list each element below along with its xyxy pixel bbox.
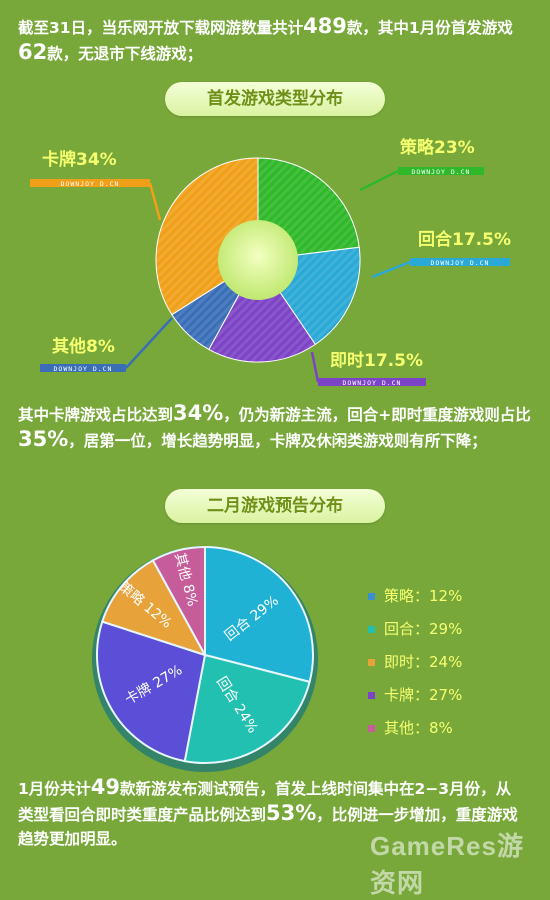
chart1-label-策略: 策略23%	[400, 137, 475, 158]
middle-paragraph: 其中卡牌游戏占比达到34%，仍为新游主流，回合+即时重度游戏则占比 35%，居第一…	[18, 401, 538, 453]
chart2-legend-swatch-4	[368, 725, 375, 732]
watermark: GameRes游资网	[370, 831, 524, 898]
chart1-connector-回合	[371, 260, 411, 279]
chart2-slice-4	[151, 545, 206, 656]
intro-text-pre: 截至31日，当乐网开放下载网游数量共计	[18, 19, 304, 37]
closing-paragraph: 1月份共计49款新游发布测试预告，首发上线时间集中在2−3月份，从类型看回合即时…	[18, 775, 518, 851]
closing-num-ratio: 53%	[266, 801, 317, 825]
intro-num-first: 62	[18, 40, 48, 64]
chart2-slice-2	[96, 620, 207, 763]
closing-text-mid: 款新游发布测试预告，首发上线时间集中在2−3月份，从类型看回合即时类重度产品比例…	[18, 780, 512, 824]
chart1-connector-其他	[125, 317, 173, 369]
intro-num-total: 489	[303, 14, 347, 38]
chart1-connector-策略	[359, 169, 399, 192]
closing-num-new: 49	[90, 775, 121, 799]
chart1-tag-卡牌: DOWNJOY D.CN	[61, 180, 120, 188]
chart1-label-即时: 即时17.5%	[330, 351, 423, 371]
chart1-tagbar-策略	[398, 167, 484, 175]
section1-title: 首发游戏类型分布	[165, 82, 385, 116]
chart2-slice-0	[204, 545, 314, 684]
chart1-tag-其他: DOWNJOY D.CN	[54, 365, 113, 373]
chart1-tagbar-卡牌	[30, 179, 150, 187]
chart1-connector-即时	[310, 351, 320, 383]
middle-text-mid: ，仍为新游主流，回合+即时重度游戏则占比	[223, 406, 531, 424]
chart2-legend-label-3: 卡牌：27%	[384, 686, 462, 704]
chart2-legend-label-4: 其他：8%	[384, 719, 453, 737]
chart1-label-卡牌: 卡牌34%	[42, 149, 117, 170]
chart1-tag-回合: DOWNJOY D.CN	[431, 259, 490, 267]
intro-text-mid: 款，其中1月份首发游戏	[346, 19, 513, 37]
middle-num-heavy: 35%	[18, 427, 69, 451]
chart2-legend-swatch-0	[368, 593, 375, 600]
chart1-label-其他: 其他8%	[52, 336, 115, 357]
chart2-slice-3	[101, 559, 208, 657]
middle-num-card: 34%	[173, 401, 224, 425]
chart2-legend-swatch-2	[368, 659, 375, 666]
chart1-tagbar-即时	[318, 378, 426, 386]
chart1-label-回合: 回合17.5%	[418, 229, 511, 250]
chart1-tag-策略: DOWNJOY D.CN	[412, 168, 471, 176]
section2-title: 二月游戏预告分布	[165, 489, 385, 523]
chart1-pie: DOWNJOY D.CN 策略23% DOWNJOY D.CN 回合17.5% DOWN…	[30, 137, 511, 387]
closing-text-post: ，比例进一步增加，重度游戏趋势更加明显。	[18, 806, 518, 848]
chart1-connector-卡牌	[148, 182, 162, 221]
chart1-tag-即时: DOWNJOY D.CN	[343, 379, 402, 387]
intro-paragraph: 截至31日，当乐网开放下载网游数量共计489款，其中1月份首发游戏 62款，无退市…	[18, 14, 538, 66]
chart2-legend-label-2: 即时：24%	[384, 653, 462, 671]
chart2-legend-swatch-1	[368, 626, 375, 633]
chart2-slice-1	[183, 653, 311, 764]
middle-text-post: ，居第一位，增长趋势明显，卡牌及休闲类游戏则有所下降；	[68, 432, 487, 450]
intro-text-post: 款，无退市下线游戏；	[47, 45, 203, 63]
chart2-legend-swatch-3	[368, 692, 375, 699]
chart1-donut-hole	[218, 220, 298, 300]
middle-text-pre: 其中卡牌游戏占比达到	[18, 406, 174, 424]
chart1-tagbar-回合	[410, 258, 510, 266]
chart1-slice-即时	[208, 259, 317, 363]
closing-text-pre: 1月份共计	[18, 780, 91, 798]
chart1-tagbar-其他	[40, 364, 126, 372]
chart2-legend-label-1: 回合：29%	[384, 620, 462, 638]
chart2-pie: 回合 29%回合 24%卡牌 27%策略 12%其他 8% 策略：12%回合：29…	[92, 545, 462, 772]
chart2-legend-label-0: 策略：12%	[384, 587, 462, 605]
